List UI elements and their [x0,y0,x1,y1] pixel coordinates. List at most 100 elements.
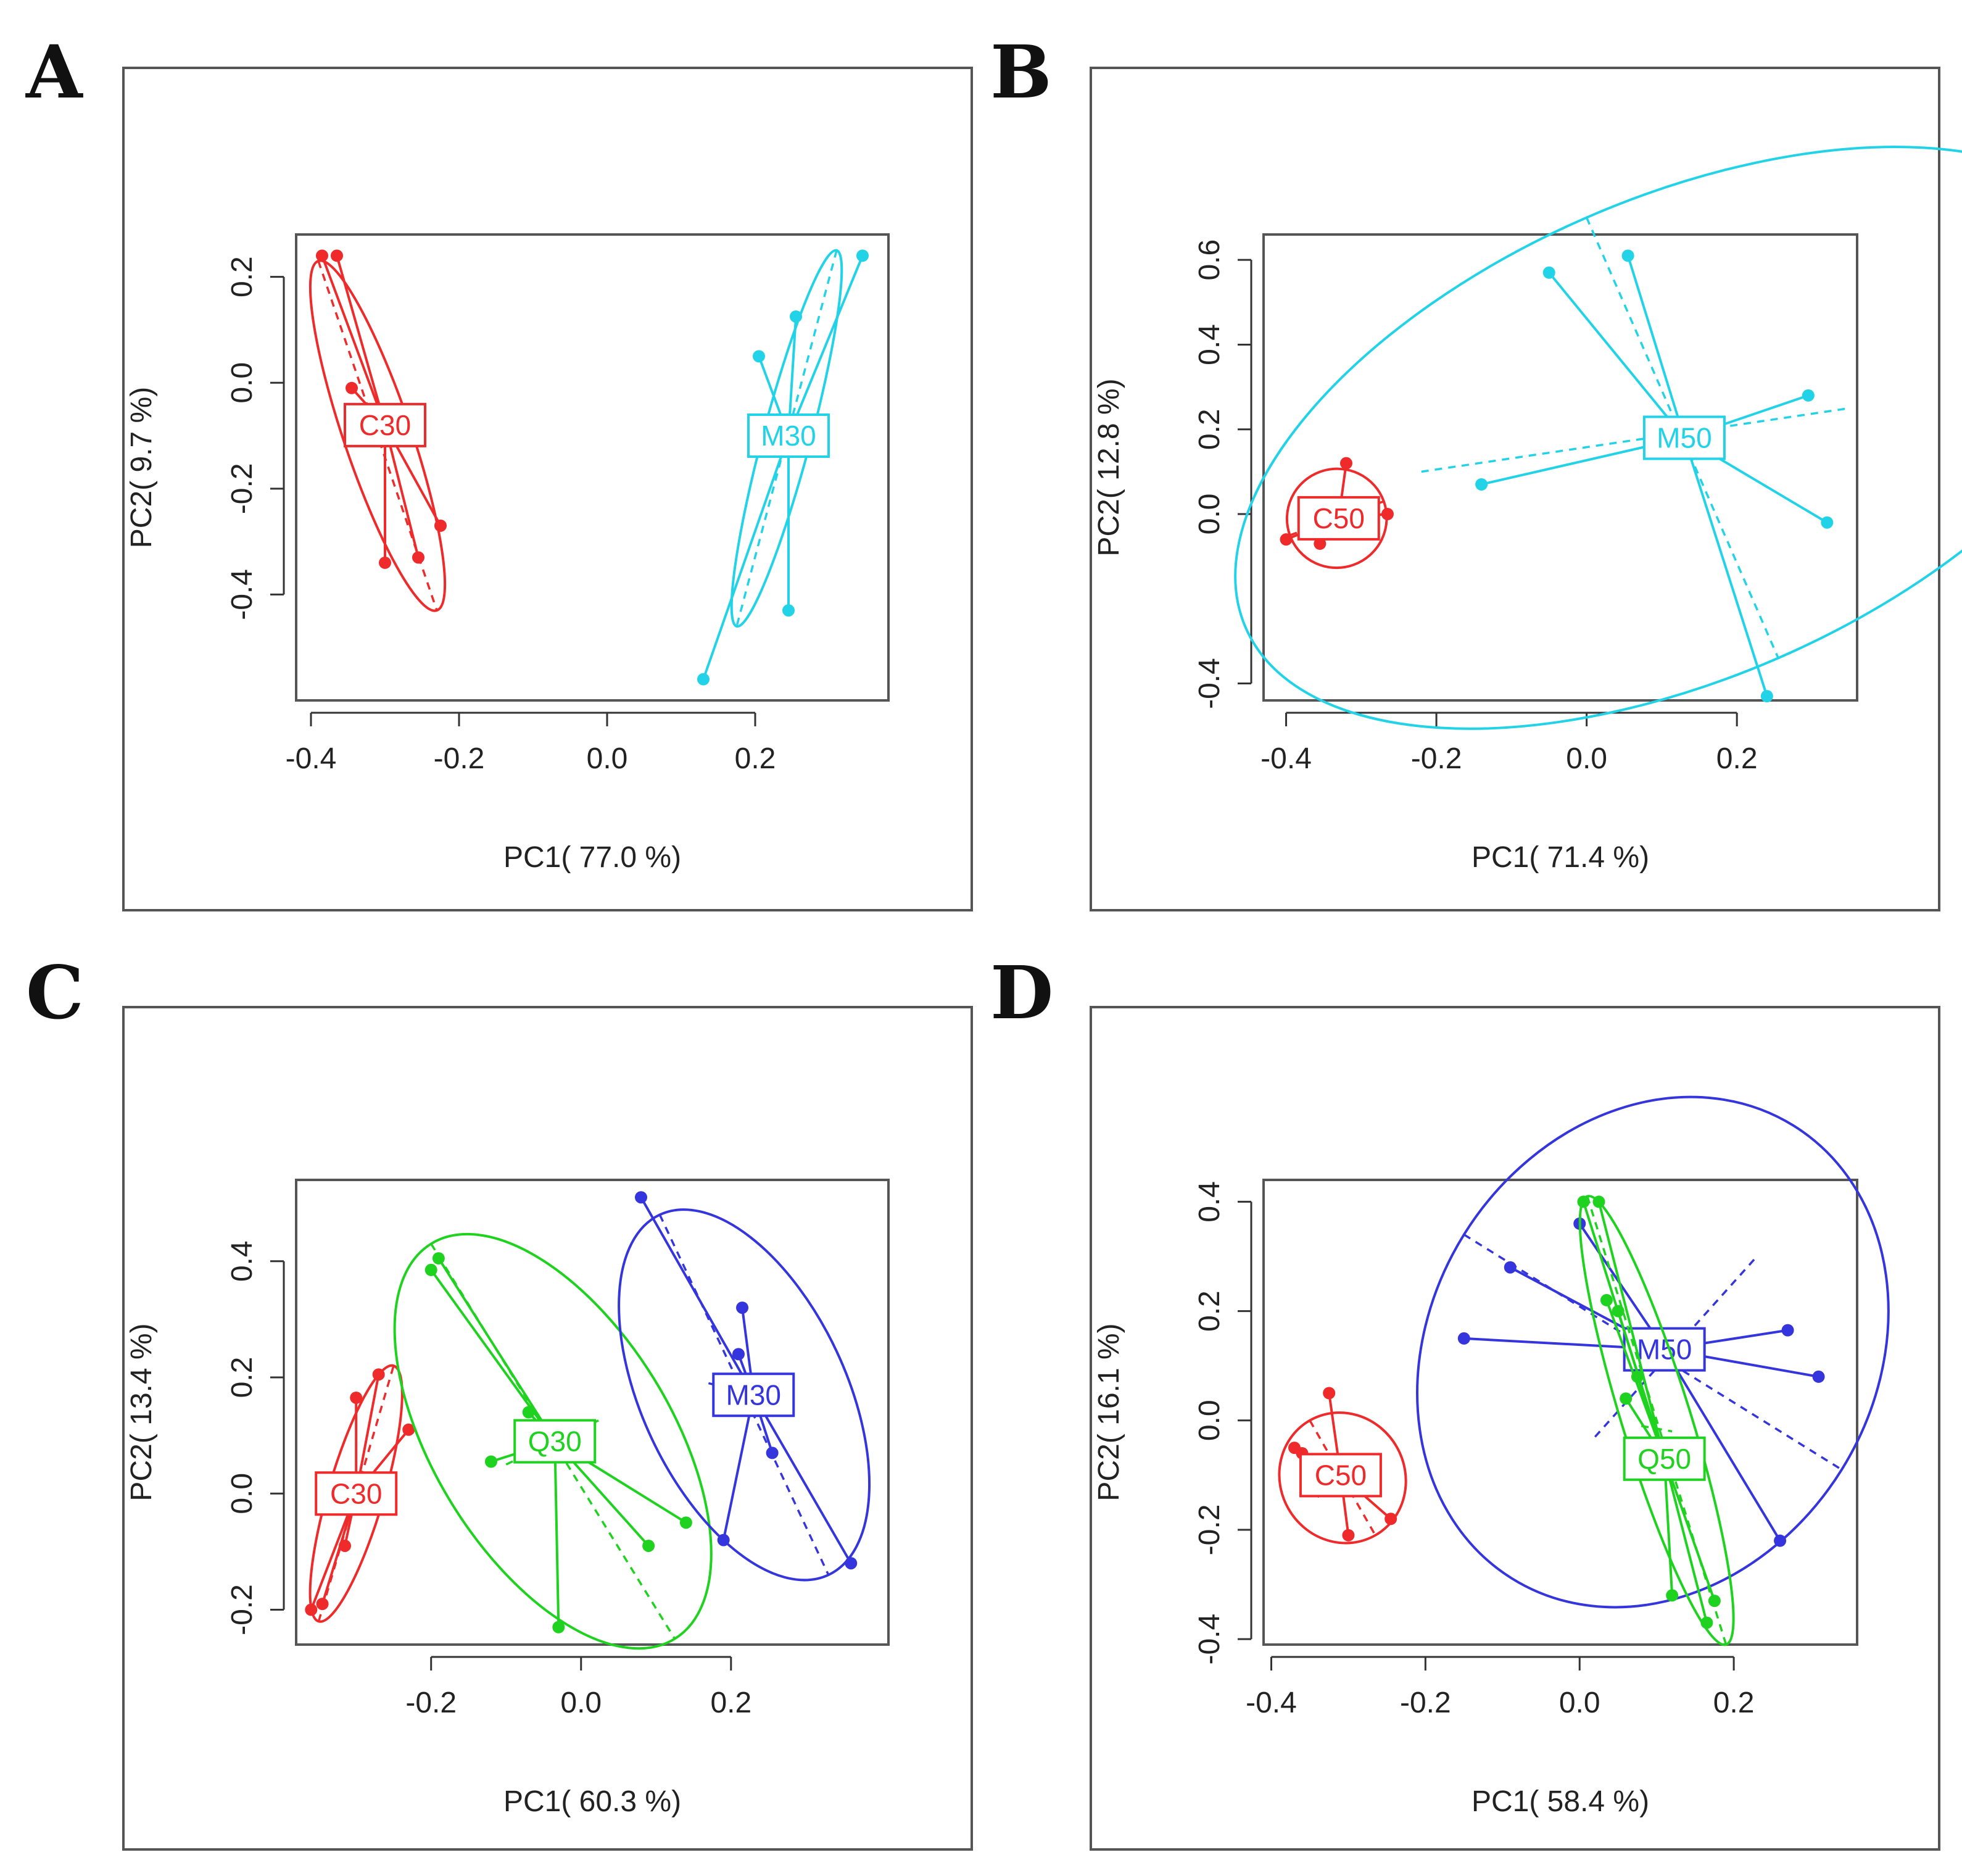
panel-frame [122,1006,973,1851]
group-q30: Q30 [393,1232,713,1650]
panel-frame [122,67,973,911]
sample-point [1774,1534,1787,1547]
group-label-box [344,402,426,447]
spider-line [1663,1458,1708,1624]
sample-point [766,1446,779,1459]
sample-point [1600,1293,1613,1306]
y-tick-label: 0.4 [1193,324,1226,365]
group-label: Q50 [1637,1443,1691,1475]
group-label: C30 [330,1477,382,1509]
sample-point [522,1406,535,1419]
y-axis-title: PC2( 16.1 %) [1093,1323,1125,1501]
group-label-box [1299,1453,1382,1498]
x-axis-title: PC1( 58.4 %) [1472,1785,1649,1818]
confidence-ellipse [1234,146,1962,730]
panel-frame [1090,1006,1940,1851]
group-c50: C50 [1280,457,1394,570]
sample-point [1323,1387,1336,1400]
x-tick-label: 0.2 [1713,1687,1755,1719]
x-tick-label: 0.2 [1716,742,1758,775]
sample-point [432,1252,445,1265]
panel-b: B -0.4 -0.2 0.0 0.2 PC1( 71.4 %) 0.6 0.4 0.2 0.0… [990,29,1962,911]
sample-point [346,381,358,394]
sample-point [634,1191,647,1204]
group-m30: M30 [618,1191,871,1582]
y-tick-label: -0.2 [1193,1505,1226,1556]
sample-point [372,1368,385,1381]
sample-point [350,1391,363,1404]
y-tick-label: -0.2 [226,463,259,514]
spider-line [321,255,386,426]
x-tick-label: 0.0 [560,1687,602,1719]
spider-line [1663,1458,1716,1601]
sample-point [1475,478,1488,491]
y-tick-label: 0.4 [1193,1181,1226,1222]
group-m50: M50 [1416,1095,1890,1609]
sample-point [1381,508,1394,520]
ellipse-axis [658,1214,830,1575]
sample-point [484,1455,497,1468]
panel-letter: D [990,950,1053,1036]
y-tick-label: -0.2 [226,1584,259,1635]
ellipse-axis [1421,407,1850,473]
sample-point [1760,690,1773,703]
y-tick-label: 0.2 [1193,1290,1226,1332]
x-axis-title: PC1( 77.0 %) [503,841,681,874]
group-label: M30 [726,1379,781,1411]
sample-point [736,1301,749,1314]
spider-line [1626,255,1686,439]
x-tick-label: -0.4 [1260,742,1312,775]
x-tick-label: -0.2 [1411,742,1462,775]
confidence-ellipse [1278,1411,1407,1545]
sample-point [856,249,869,262]
sample-point [1821,516,1834,529]
sample-point [1577,1195,1590,1208]
sample-point [1504,1261,1517,1274]
sample-point [1631,1370,1644,1383]
group-m50: M50 [1234,146,1962,730]
x-tick-label: 0.0 [1559,1687,1600,1719]
x-tick-label: 0.2 [710,1687,751,1719]
sample-point [790,310,802,323]
sample-point [316,249,328,262]
group-label: C50 [1315,1459,1367,1491]
y-tick-label: 0.2 [226,1357,259,1398]
group-label: C30 [359,409,411,441]
y-axis-title: PC2( 9.7 %) [125,387,158,548]
group-label-box [712,1372,795,1417]
group-label: Q30 [528,1426,582,1458]
x-tick-label: -0.4 [286,742,337,775]
spider-line [430,1269,556,1442]
group-label-box [1642,415,1726,460]
group-c50: C50 [1278,1387,1407,1545]
panel-c: C -0.2 0.0 0.2 PC1( 60.3 %) 0.4 0.2 0.0 -0.2 PC2… [26,950,973,1851]
x-axis: -0.4 -0.2 0.0 0.2 [1246,1656,1755,1719]
sample-point [1812,1370,1825,1383]
ellipse-axis [1309,1419,1376,1536]
spider-line [1663,1458,1674,1596]
x-axis-title: PC1( 71.4 %) [1472,841,1649,874]
x-tick-label: 0.0 [587,742,628,775]
x-tick-label: -0.2 [1400,1687,1451,1719]
y-axis: 0.4 0.2 0.0 -0.2 -0.4 [1193,1181,1252,1665]
sample-point [424,1263,437,1276]
sample-point [1708,1595,1721,1608]
sample-point [1621,249,1634,262]
group-label-box [747,413,830,459]
plot-box [295,1179,890,1646]
sample-point [1280,533,1293,546]
spider-line [1683,437,1768,697]
x-axis: -0.4 -0.2 0.0 0.2 [1260,712,1758,775]
y-tick-label: 0.4 [226,1240,259,1282]
sample-point [1342,1529,1355,1542]
sample-point [845,1557,858,1570]
group-q50: Q50 [1577,1195,1735,1646]
y-axis: 0.4 0.2 0.0 -0.2 [226,1240,285,1635]
ellipse-axis [1586,1196,1728,1645]
group-label-box [315,1471,398,1516]
spider-line [702,435,790,680]
sample-point [412,551,424,564]
